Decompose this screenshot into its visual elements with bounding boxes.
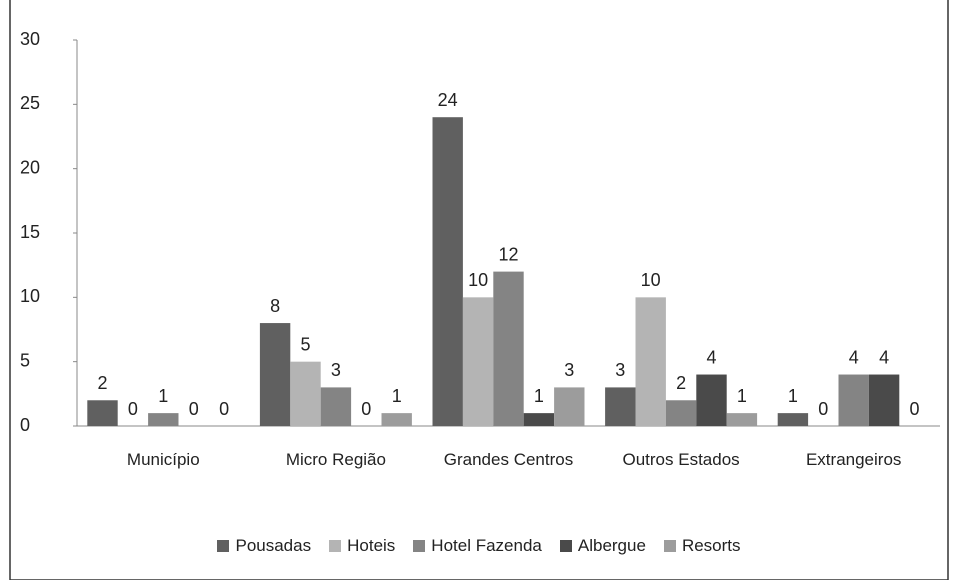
data-label: 3 — [564, 360, 574, 380]
chart-border — [9, 0, 949, 580]
y-tick-label: 5 — [20, 350, 30, 370]
legend-label: Hoteis — [347, 536, 396, 555]
bar — [665, 400, 697, 426]
data-label: 0 — [909, 399, 919, 419]
data-label: 1 — [534, 386, 544, 406]
bar — [605, 387, 636, 426]
bar — [554, 387, 585, 426]
y-tick-label: 10 — [20, 286, 40, 306]
legend-swatch — [559, 540, 572, 552]
y-tick-label: 30 — [20, 29, 40, 49]
bar — [148, 413, 179, 426]
bar — [259, 323, 291, 426]
x-tick-label: Outros Estados — [622, 450, 740, 469]
bar — [493, 271, 524, 426]
bar — [381, 413, 412, 426]
bar — [320, 387, 352, 426]
legend-item: Resorts — [663, 536, 741, 556]
legend-item: Pousadas — [217, 536, 311, 556]
bar — [462, 297, 494, 426]
data-label: 2 — [676, 373, 686, 393]
data-label: 1 — [788, 386, 798, 406]
data-label: 0 — [128, 399, 138, 419]
y-tick-label: 20 — [20, 157, 40, 177]
legend-label: Albergue — [577, 536, 646, 555]
data-label: 3 — [331, 360, 341, 380]
data-label: 4 — [706, 347, 716, 367]
data-label: 10 — [468, 270, 488, 290]
bar — [432, 117, 463, 426]
data-label: 0 — [219, 399, 229, 419]
legend-swatch — [663, 540, 676, 552]
legend-swatch — [413, 540, 426, 552]
data-label: 1 — [158, 386, 168, 406]
data-label: 12 — [498, 244, 518, 264]
legend-item: Hotel Fazenda — [413, 536, 542, 556]
y-tick-label: 0 — [20, 415, 30, 435]
data-label: 1 — [737, 386, 747, 406]
data-label: 3 — [615, 360, 625, 380]
legend-item: Hoteis — [329, 536, 395, 556]
x-tick-label: Grandes Centros — [443, 450, 574, 469]
data-label: 0 — [361, 399, 371, 419]
data-label: 0 — [189, 399, 199, 419]
x-tick-label: Município — [126, 450, 200, 469]
y-tick-label: 25 — [20, 93, 40, 113]
data-label: 5 — [300, 334, 310, 354]
data-label: 4 — [849, 347, 859, 367]
bar — [290, 361, 321, 426]
bar — [777, 413, 809, 426]
legend-label: Resorts — [681, 536, 741, 555]
bar — [87, 400, 118, 426]
x-tick-label: Micro Região — [285, 450, 386, 469]
data-label: 24 — [438, 90, 458, 110]
legend-item: Albergue — [559, 536, 646, 556]
legend-label: Hotel Fazenda — [431, 536, 542, 555]
bar — [868, 374, 900, 426]
bar — [635, 297, 666, 426]
legend-swatch — [217, 540, 230, 552]
data-label: 10 — [641, 270, 661, 290]
data-label: 1 — [392, 386, 402, 406]
x-tick-label: Extrangeiros — [805, 450, 902, 469]
legend-swatch — [329, 540, 342, 552]
data-label: 8 — [270, 296, 280, 316]
data-label: 2 — [97, 373, 107, 393]
bar — [838, 374, 869, 426]
data-label: 4 — [879, 347, 889, 367]
bar — [726, 413, 758, 426]
bar — [523, 413, 555, 426]
y-tick-label: 15 — [20, 222, 40, 242]
data-label: 0 — [818, 399, 828, 419]
bar — [696, 374, 727, 426]
legend-label: Pousadas — [235, 536, 312, 555]
legend: Pousadas Hoteis Hotel Fazenda Albergue Resor… — [10, 536, 948, 556]
